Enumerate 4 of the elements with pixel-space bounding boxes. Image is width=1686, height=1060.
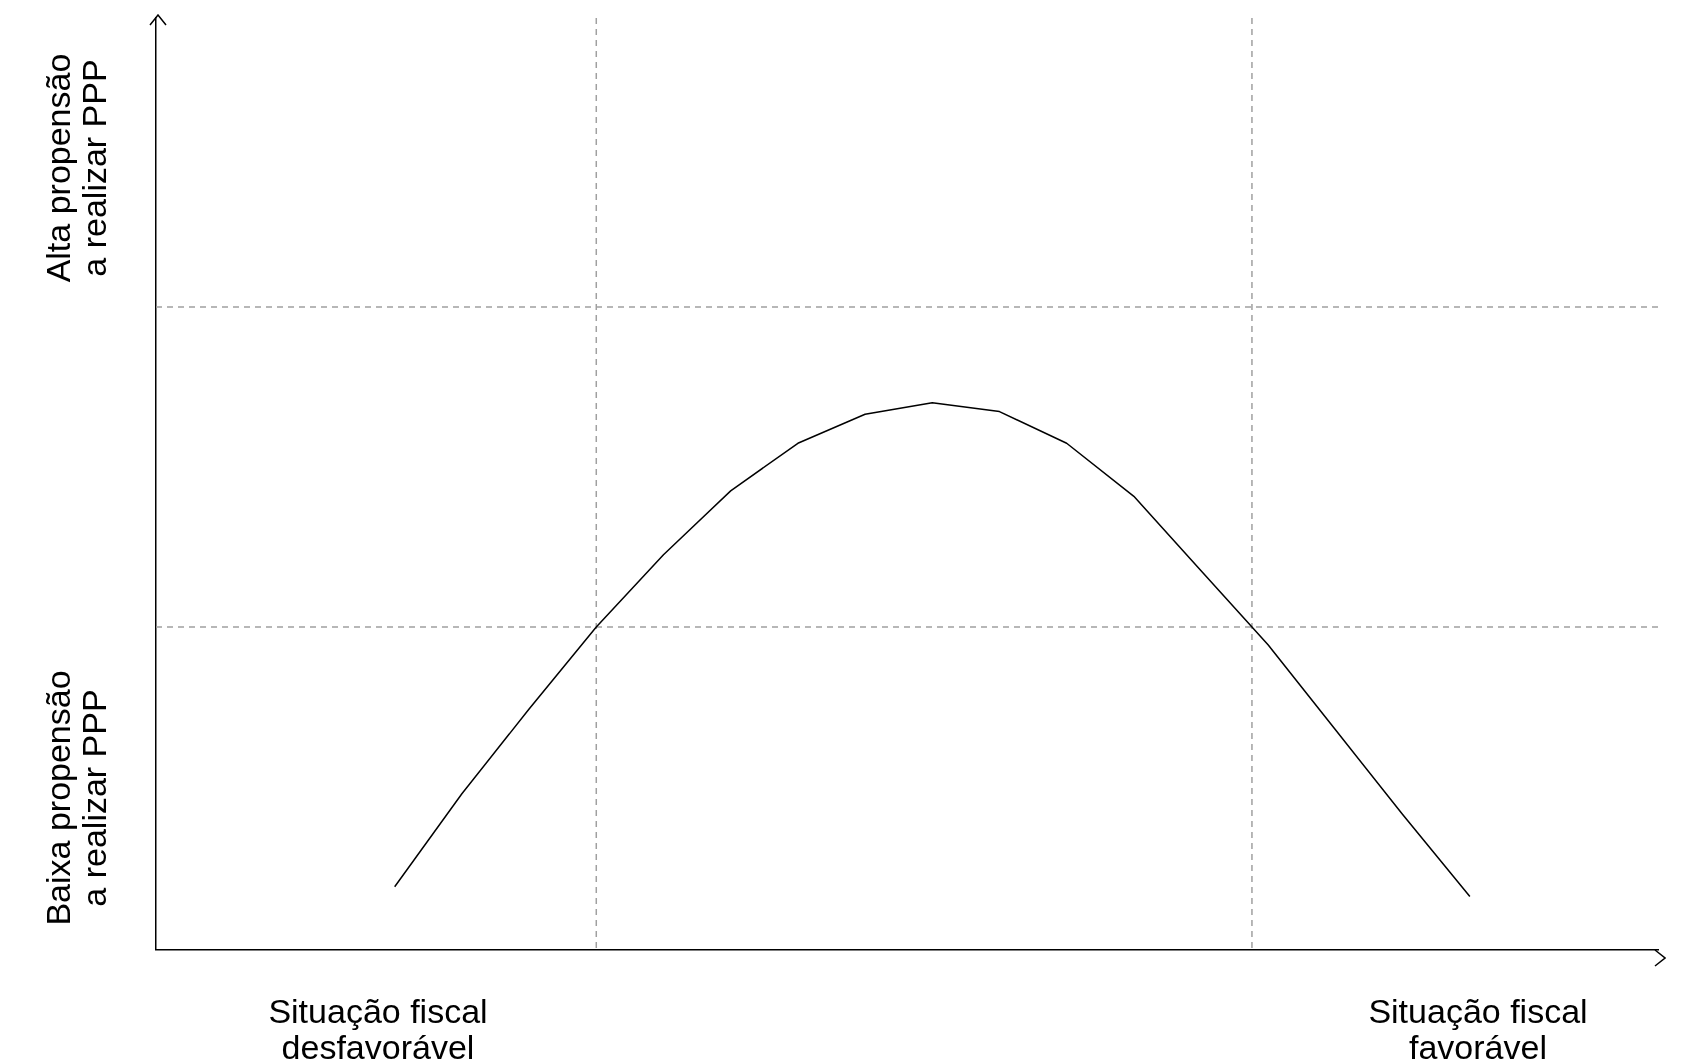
text: Alta propensão a realizar PPP [39, 53, 113, 283]
text: Situação fiscal desfavorável [268, 992, 488, 1060]
text: Baixa propensão a realizar PPP [39, 670, 113, 926]
text: Situação fiscal favorável [1368, 992, 1588, 1060]
